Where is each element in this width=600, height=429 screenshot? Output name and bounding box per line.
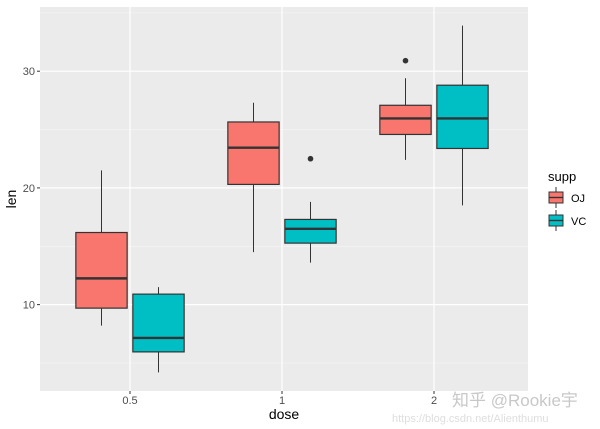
watermark: 知乎 @Rookie宇	[452, 391, 578, 410]
legend-title: supp	[548, 169, 576, 184]
box-body	[227, 121, 280, 186]
y-tick-label: 30	[23, 66, 35, 78]
box-body	[284, 218, 337, 244]
legend-key-VC: VC	[548, 210, 586, 231]
box-body	[379, 104, 432, 136]
y-tick-label: 20	[23, 183, 35, 195]
box-VC-0.5	[132, 287, 185, 373]
watermark-url: https://blog.csdn.net/Alienthumu	[392, 413, 549, 425]
y-tick-label: 10	[23, 300, 35, 312]
x-tick-label: 0.5	[122, 395, 137, 407]
box-OJ-0.5	[75, 170, 128, 326]
x-axis-label: dose	[269, 406, 300, 422]
legend-label: OJ	[571, 193, 585, 205]
legend-label: VC	[571, 216, 586, 228]
box-OJ-1	[227, 102, 280, 253]
legend-key-OJ: OJ	[548, 187, 585, 208]
box-VC-1	[284, 155, 337, 263]
outlier-point	[402, 57, 409, 64]
box-OJ-2	[379, 57, 432, 160]
x-tick-label: 2	[431, 395, 437, 407]
box-body	[436, 84, 489, 150]
box-body	[75, 231, 128, 309]
panel-background	[40, 7, 528, 391]
outlier-point	[307, 155, 314, 162]
box-VC-2	[436, 25, 489, 206]
x-tick-label: 1	[279, 395, 285, 407]
y-axis-label: len	[3, 190, 19, 209]
legend: supp OJ VC	[548, 169, 586, 231]
box-body	[132, 293, 185, 353]
